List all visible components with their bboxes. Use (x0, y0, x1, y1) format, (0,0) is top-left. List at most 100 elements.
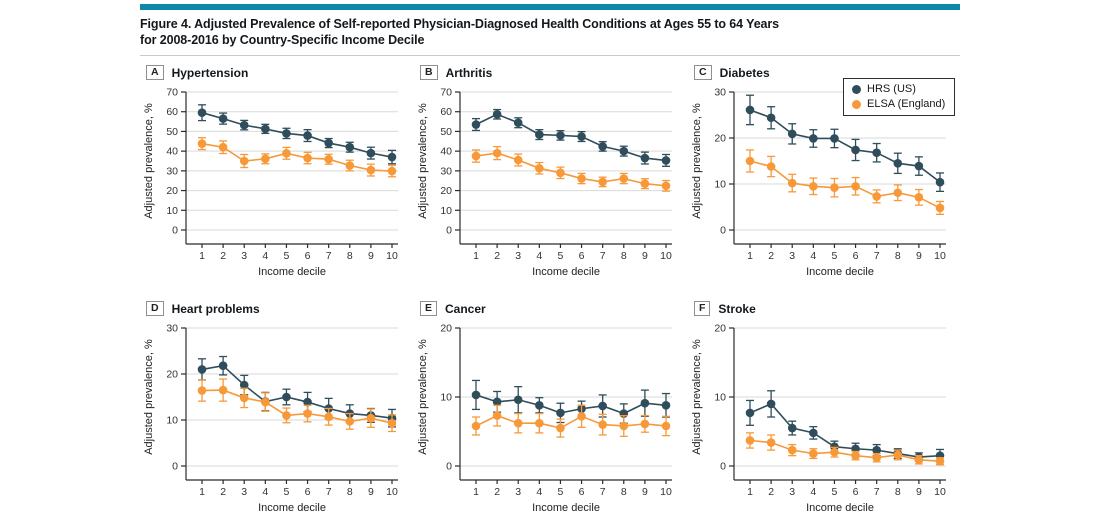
svg-text:0: 0 (446, 461, 452, 473)
svg-text:50: 50 (440, 126, 452, 138)
svg-text:40: 40 (166, 146, 178, 158)
panel-arthritis: B Arthritis 0 10 20 30 40 50 60 70 1 2 3 4 5 6 7 8 9 10 In… (414, 65, 687, 281)
panel-stroke: F Stroke 0 10 20 1 2 3 4 5 6 7 8 9 10 Income decile Ad… (688, 301, 961, 517)
svg-text:3: 3 (789, 486, 795, 498)
legend-box: HRS (US) ELSA (England) (843, 78, 956, 116)
svg-text:40: 40 (440, 146, 452, 158)
svg-text:1: 1 (747, 486, 753, 498)
svg-text:8: 8 (621, 486, 627, 498)
svg-text:70: 70 (440, 87, 452, 99)
svg-text:5: 5 (832, 486, 838, 498)
figure-title: Figure 4. Adjusted Prevalence of Self-re… (140, 16, 960, 48)
svg-text:9: 9 (642, 250, 648, 262)
panel-heart-problems: D Heart problems 0 10 20 30 1 2 3 4 5 6 7 8 9 10 Incom… (140, 301, 413, 517)
svg-text:8: 8 (895, 486, 901, 498)
title-separator (140, 55, 960, 56)
svg-text:70: 70 (166, 87, 178, 99)
elsa-series-dot-icon (852, 99, 861, 109)
svg-text:4: 4 (262, 486, 268, 498)
svg-text:6: 6 (579, 250, 585, 262)
svg-text:0: 0 (720, 461, 726, 473)
svg-text:10: 10 (934, 250, 946, 262)
svg-text:7: 7 (326, 486, 332, 498)
svg-text:6: 6 (579, 486, 585, 498)
legend-label-hrs: HRS (US) (867, 83, 916, 95)
svg-text:30: 30 (714, 87, 726, 99)
svg-text:Income decile: Income decile (806, 266, 874, 278)
chart-diabetes: 0 10 20 30 1 2 3 4 5 6 7 8 9 10 Income decile Adjusted … (691, 87, 946, 278)
svg-text:3: 3 (789, 250, 795, 262)
svg-text:20: 20 (166, 185, 178, 197)
svg-text:0: 0 (720, 225, 726, 237)
panel-letter-b: B (420, 65, 438, 80)
chart-heart-problems: 0 10 20 30 1 2 3 4 5 6 7 8 9 10 Income decile Adjusted … (143, 323, 398, 514)
svg-text:2: 2 (768, 486, 774, 498)
legend-item-elsa: ELSA (England) (852, 98, 945, 110)
chart-arthritis: 0 10 20 30 40 50 60 70 1 2 3 4 5 6 7 8 9 10 Income decile A… (417, 87, 672, 278)
svg-text:Income decile: Income decile (258, 502, 326, 514)
panel-title-b: Arthritis (445, 65, 493, 80)
svg-text:5: 5 (284, 486, 290, 498)
svg-text:30: 30 (166, 323, 178, 335)
svg-text:60: 60 (166, 106, 178, 118)
svg-text:10: 10 (714, 179, 726, 191)
svg-text:1: 1 (747, 250, 753, 262)
accent-bar (140, 4, 960, 10)
panel-cancer: E Cancer 0 10 20 1 2 3 4 5 6 7 8 9 10 Income decile Ad… (414, 301, 687, 517)
panel-header-e: E Cancer (420, 301, 687, 316)
svg-text:4: 4 (810, 250, 816, 262)
svg-text:1: 1 (199, 250, 205, 262)
panel-header-c: C Diabetes (694, 65, 961, 80)
svg-text:6: 6 (853, 486, 859, 498)
hrs-series-dot-icon (852, 84, 861, 94)
svg-text:20: 20 (440, 323, 452, 335)
panel-letter-c: C (694, 65, 712, 80)
svg-text:10: 10 (660, 250, 672, 262)
svg-text:3: 3 (241, 250, 247, 262)
svg-text:10: 10 (440, 392, 452, 404)
chart-stroke: 0 10 20 1 2 3 4 5 6 7 8 9 10 Income decile Adjusted pr… (691, 323, 946, 514)
panel-title-c: Diabetes (719, 65, 770, 80)
svg-text:5: 5 (284, 250, 290, 262)
svg-text:Adjusted prevalence, %: Adjusted prevalence, % (691, 103, 703, 219)
svg-text:6: 6 (305, 486, 311, 498)
svg-text:0: 0 (172, 225, 178, 237)
svg-text:4: 4 (810, 486, 816, 498)
svg-text:9: 9 (642, 486, 648, 498)
svg-text:1: 1 (473, 486, 479, 498)
svg-text:2: 2 (220, 486, 226, 498)
svg-text:5: 5 (558, 250, 564, 262)
panel-header-d: D Heart problems (146, 301, 413, 316)
svg-text:2: 2 (494, 486, 500, 498)
svg-text:4: 4 (536, 250, 542, 262)
svg-text:3: 3 (241, 486, 247, 498)
svg-text:Income decile: Income decile (258, 266, 326, 278)
svg-text:7: 7 (874, 250, 880, 262)
panel-hypertension: A Hypertension 0 10 20 30 40 50 60 70 1 2 3 4 5 6 7 8 9 1… (140, 65, 413, 281)
svg-text:7: 7 (874, 486, 880, 498)
svg-text:Adjusted prevalence, %: Adjusted prevalence, % (143, 339, 155, 455)
svg-text:20: 20 (440, 185, 452, 197)
figure-title-line2: for 2008-2016 by Country-Specific Income… (140, 33, 425, 47)
svg-text:50: 50 (166, 126, 178, 138)
panel-diabetes: C Diabetes HRS (US) ELSA (England) 0 10 20… (688, 65, 961, 281)
panel-letter-a: A (146, 65, 164, 80)
svg-text:1: 1 (473, 250, 479, 262)
panel-title-a: Hypertension (171, 65, 249, 80)
svg-text:4: 4 (536, 486, 542, 498)
svg-text:10: 10 (660, 486, 672, 498)
svg-text:20: 20 (714, 133, 726, 145)
svg-text:10: 10 (166, 415, 178, 427)
svg-text:Adjusted prevalence, %: Adjusted prevalence, % (691, 339, 703, 455)
svg-text:10: 10 (440, 205, 452, 217)
svg-text:Income decile: Income decile (806, 502, 874, 514)
svg-text:5: 5 (832, 250, 838, 262)
svg-text:Adjusted prevalence, %: Adjusted prevalence, % (143, 103, 155, 219)
panel-header-b: B Arthritis (420, 65, 687, 80)
svg-text:2: 2 (494, 250, 500, 262)
panel-letter-e: E (420, 301, 438, 316)
panel-title-d: Heart problems (171, 301, 260, 316)
svg-text:10: 10 (386, 250, 398, 262)
svg-text:7: 7 (326, 250, 332, 262)
svg-text:0: 0 (172, 461, 178, 473)
